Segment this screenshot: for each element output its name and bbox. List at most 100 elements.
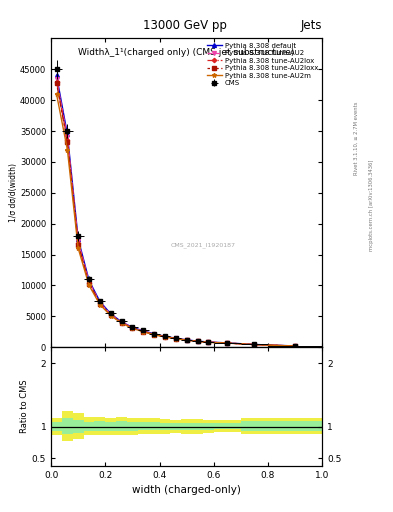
Pythia 8.308 tune-AU2loxx <box>252 342 257 348</box>
Pythia 8.308 tune-AU2loxx <box>54 80 59 86</box>
Pythia 8.308 tune-AU2loxx <box>97 301 102 307</box>
Pythia 8.308 tune-AU2m <box>108 313 113 319</box>
Pythia 8.308 tune-AU2 <box>293 343 298 349</box>
Pythia 8.308 default <box>184 337 189 343</box>
Pythia 8.308 tune-AU2lox <box>173 335 178 342</box>
Line: Pythia 8.308 tune-AU2loxx: Pythia 8.308 tune-AU2loxx <box>55 81 297 348</box>
Y-axis label: 1/σ dσ/d(width): 1/σ dσ/d(width) <box>9 163 18 222</box>
Pythia 8.308 tune-AU2loxx <box>163 334 167 340</box>
Pythia 8.308 tune-AU2lox <box>293 343 298 349</box>
Pythia 8.308 tune-AU2m <box>225 340 230 346</box>
Pythia 8.308 tune-AU2loxx <box>108 312 113 318</box>
Legend: Pythia 8.308 default, Pythia 8.308 tune-AU2, Pythia 8.308 tune-AU2lox, Pythia 8.: Pythia 8.308 default, Pythia 8.308 tune-… <box>204 40 321 89</box>
Pythia 8.308 tune-AU2m <box>87 282 92 288</box>
Y-axis label: Ratio to CMS: Ratio to CMS <box>20 380 29 433</box>
Pythia 8.308 tune-AU2loxx <box>76 242 81 248</box>
Pythia 8.308 default <box>173 335 178 342</box>
Pythia 8.308 default <box>76 236 81 242</box>
Pythia 8.308 tune-AU2lox <box>141 328 146 334</box>
X-axis label: width (charged-only): width (charged-only) <box>132 485 241 495</box>
Text: Rivet 3.1.10, ≥ 2.7M events: Rivet 3.1.10, ≥ 2.7M events <box>354 101 359 175</box>
Line: Pythia 8.308 default: Pythia 8.308 default <box>55 74 297 348</box>
Text: Jets: Jets <box>301 19 322 32</box>
Pythia 8.308 default <box>141 328 146 334</box>
Pythia 8.308 tune-AU2 <box>184 337 189 343</box>
Pythia 8.308 tune-AU2 <box>108 311 113 317</box>
Pythia 8.308 tune-AU2 <box>54 75 59 81</box>
Pythia 8.308 default <box>195 338 200 344</box>
Pythia 8.308 tune-AU2 <box>152 331 156 337</box>
Pythia 8.308 tune-AU2loxx <box>293 343 298 349</box>
Pythia 8.308 tune-AU2lox <box>97 300 102 306</box>
Pythia 8.308 tune-AU2loxx <box>173 335 178 342</box>
Pythia 8.308 tune-AU2m <box>141 329 146 335</box>
Pythia 8.308 default <box>97 298 102 305</box>
Pythia 8.308 tune-AU2m <box>184 337 189 344</box>
Pythia 8.308 tune-AU2 <box>206 339 211 345</box>
Pythia 8.308 tune-AU2lox <box>54 78 59 84</box>
Pythia 8.308 tune-AU2lox <box>130 325 135 331</box>
Pythia 8.308 tune-AU2 <box>76 238 81 244</box>
Line: Pythia 8.308 tune-AU2m: Pythia 8.308 tune-AU2m <box>54 92 298 348</box>
Pythia 8.308 tune-AU2lox <box>65 137 70 143</box>
Pythia 8.308 default <box>130 324 135 330</box>
Text: CMS_2021_I1920187: CMS_2021_I1920187 <box>171 242 235 248</box>
Pythia 8.308 tune-AU2m <box>152 332 156 338</box>
Line: Pythia 8.308 tune-AU2lox: Pythia 8.308 tune-AU2lox <box>55 80 297 348</box>
Pythia 8.308 tune-AU2m <box>206 339 211 346</box>
Pythia 8.308 tune-AU2 <box>225 340 230 346</box>
Pythia 8.308 tune-AU2 <box>97 300 102 306</box>
Pythia 8.308 tune-AU2lox <box>108 312 113 318</box>
Pythia 8.308 tune-AU2m <box>163 334 167 340</box>
Line: Pythia 8.308 tune-AU2: Pythia 8.308 tune-AU2 <box>55 77 297 348</box>
Pythia 8.308 tune-AU2 <box>195 338 200 344</box>
Pythia 8.308 tune-AU2 <box>119 319 124 325</box>
Pythia 8.308 tune-AU2loxx <box>184 337 189 343</box>
Pythia 8.308 tune-AU2 <box>163 333 167 339</box>
Pythia 8.308 default <box>252 342 257 348</box>
Pythia 8.308 default <box>293 343 298 349</box>
Pythia 8.308 tune-AU2lox <box>87 280 92 286</box>
Pythia 8.308 tune-AU2m <box>119 320 124 326</box>
Pythia 8.308 tune-AU2 <box>65 134 70 140</box>
Pythia 8.308 tune-AU2lox <box>119 319 124 326</box>
Pythia 8.308 tune-AU2 <box>141 328 146 334</box>
Pythia 8.308 tune-AU2m <box>173 336 178 342</box>
Pythia 8.308 tune-AU2loxx <box>206 339 211 345</box>
Pythia 8.308 tune-AU2 <box>252 342 257 348</box>
Pythia 8.308 tune-AU2loxx <box>152 331 156 337</box>
Pythia 8.308 default <box>225 340 230 346</box>
Pythia 8.308 default <box>108 311 113 317</box>
Pythia 8.308 tune-AU2loxx <box>225 340 230 346</box>
Pythia 8.308 tune-AU2lox <box>152 331 156 337</box>
Pythia 8.308 tune-AU2m <box>65 146 70 153</box>
Pythia 8.308 tune-AU2loxx <box>65 139 70 145</box>
Pythia 8.308 tune-AU2lox <box>184 337 189 343</box>
Pythia 8.308 tune-AU2lox <box>252 342 257 348</box>
Pythia 8.308 default <box>65 131 70 137</box>
Pythia 8.308 tune-AU2m <box>97 302 102 308</box>
Pythia 8.308 tune-AU2m <box>252 342 257 348</box>
Pythia 8.308 tune-AU2lox <box>225 340 230 346</box>
Pythia 8.308 tune-AU2m <box>76 245 81 251</box>
Pythia 8.308 tune-AU2lox <box>76 240 81 246</box>
Pythia 8.308 tune-AU2 <box>173 335 178 342</box>
Pythia 8.308 tune-AU2 <box>130 325 135 331</box>
Text: 13000 GeV pp: 13000 GeV pp <box>143 19 227 32</box>
Pythia 8.308 default <box>119 319 124 325</box>
Pythia 8.308 default <box>87 278 92 284</box>
Pythia 8.308 default <box>163 333 167 339</box>
Pythia 8.308 tune-AU2lox <box>206 339 211 345</box>
Text: Widthλ_1¹(charged only) (CMS jet substructure): Widthλ_1¹(charged only) (CMS jet substru… <box>79 48 295 57</box>
Pythia 8.308 default <box>54 72 59 78</box>
Pythia 8.308 tune-AU2m <box>195 338 200 345</box>
Pythia 8.308 tune-AU2loxx <box>141 329 146 335</box>
Pythia 8.308 default <box>152 331 156 337</box>
Pythia 8.308 tune-AU2loxx <box>119 319 124 326</box>
Pythia 8.308 tune-AU2loxx <box>195 338 200 345</box>
Pythia 8.308 tune-AU2loxx <box>130 325 135 331</box>
Text: mcplots.cern.ch [arXiv:1306.3436]: mcplots.cern.ch [arXiv:1306.3436] <box>369 159 375 250</box>
Pythia 8.308 tune-AU2m <box>54 91 59 97</box>
Pythia 8.308 default <box>206 339 211 345</box>
Pythia 8.308 tune-AU2m <box>293 343 298 349</box>
